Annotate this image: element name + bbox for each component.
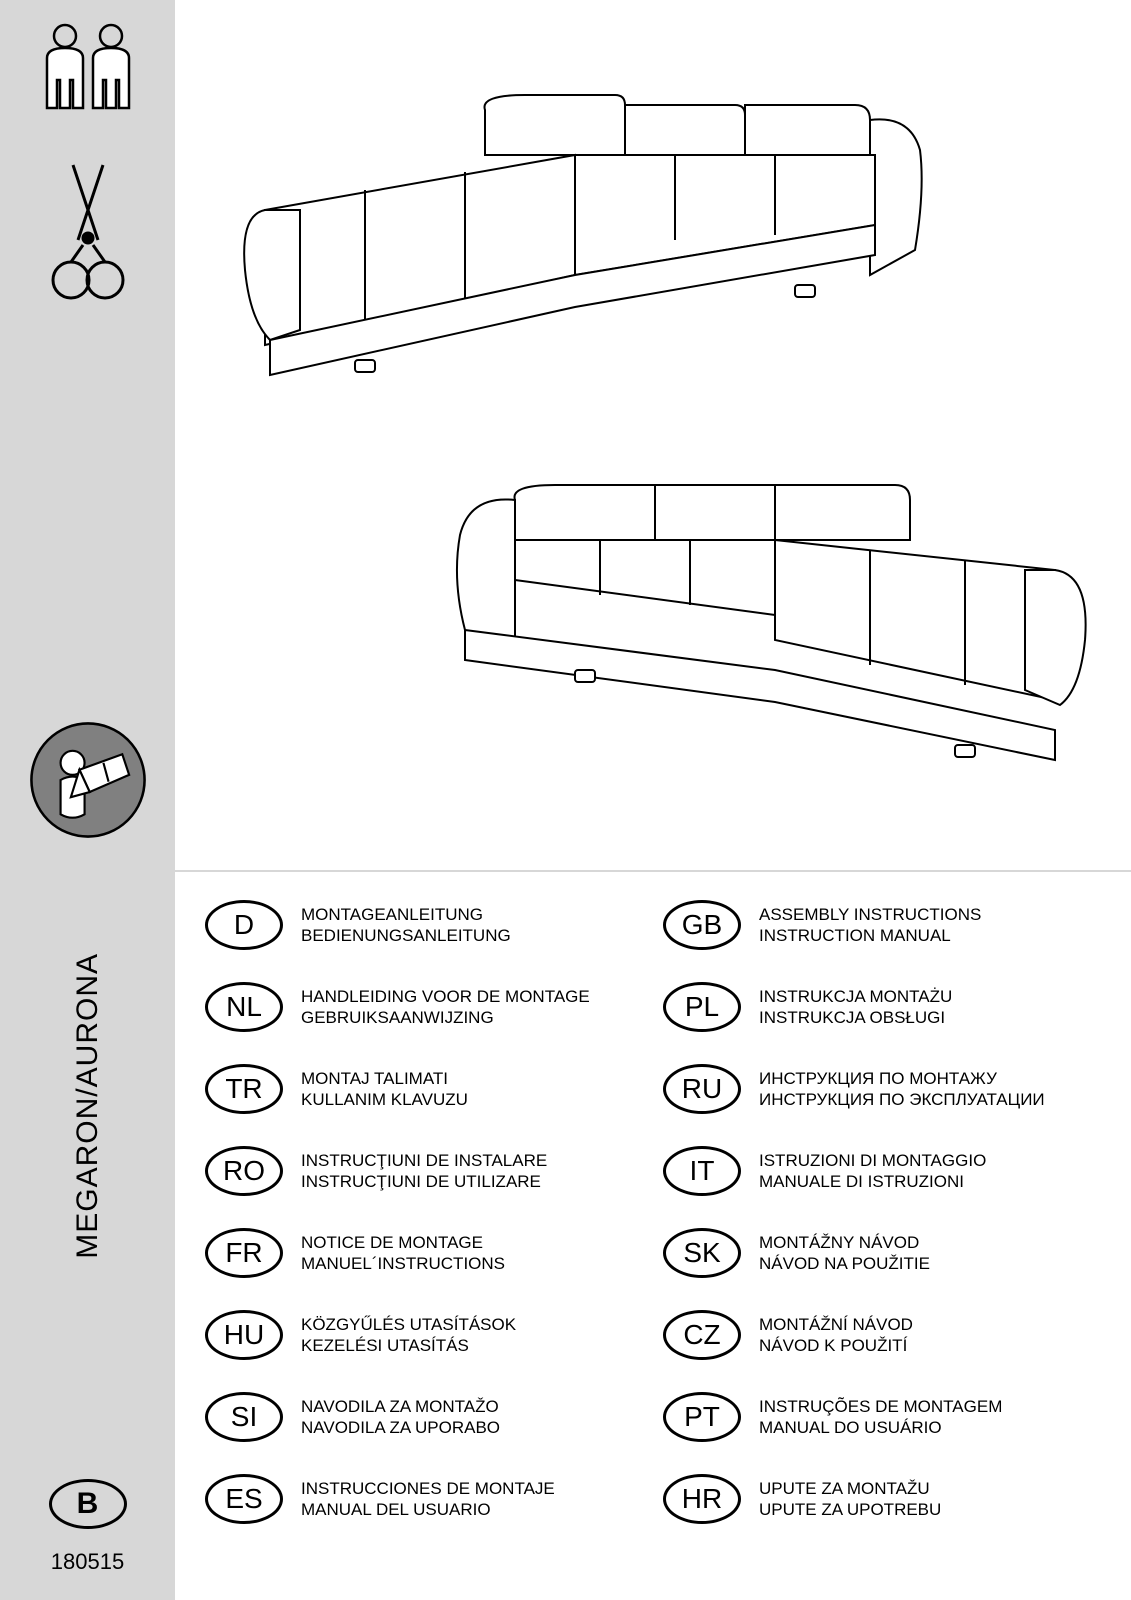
- lang-text: MONTÁŽNY NÁVOD NÁVOD NA POUŽITIE: [759, 1232, 930, 1275]
- sofa-illustration-right: [395, 470, 1095, 790]
- product-illustration-area: [175, 0, 1131, 870]
- lang-si: SI NAVODILA ZA MONTAŽO NAVODILA ZA UPORA…: [205, 1392, 653, 1442]
- lang-text: NOTICE DE MONTAGE MANUEL´INSTRUCTIONS: [301, 1232, 505, 1275]
- lang-code: RU: [663, 1064, 741, 1114]
- section-divider: [0, 870, 1131, 872]
- lang-text: HANDLEIDING VOOR DE MONTAGE GEBRUIKSAANW…: [301, 986, 590, 1029]
- lang-pt: PT INSTRUÇÕES DE MONTAGEM MANUAL DO USUÁ…: [663, 1392, 1111, 1442]
- lang-code: D: [205, 900, 283, 950]
- scissors-icon: [28, 160, 148, 310]
- sidebar-upper: [0, 0, 175, 870]
- lang-es: ES INSTRUCCIONES DE MONTAJE MANUAL DEL U…: [205, 1474, 653, 1524]
- lang-code: HU: [205, 1310, 283, 1360]
- lang-sk: SK MONTÁŽNY NÁVOD NÁVOD NA POUŽITIE: [663, 1228, 1111, 1278]
- lang-ro: RO INSTRUCŢIUNI DE INSTALARE INSTRUCŢIUN…: [205, 1146, 653, 1196]
- lang-hu: HU KÖZGYŰLÉS UTASÍTÁSOK KEZELÉSI UTASÍTÁ…: [205, 1310, 653, 1360]
- lang-nl: NL HANDLEIDING VOOR DE MONTAGE GEBRUIKSA…: [205, 982, 653, 1032]
- lang-code: IT: [663, 1146, 741, 1196]
- sofa-illustration-left: [235, 90, 935, 390]
- lang-text: INSTRUÇÕES DE MONTAGEM MANUAL DO USUÁRIO: [759, 1396, 1002, 1439]
- lang-code: NL: [205, 982, 283, 1032]
- date-code: 180515: [51, 1549, 124, 1575]
- lang-code: PL: [663, 982, 741, 1032]
- lang-d: D MONTAGEANLEITUNG BEDIENUNGSANLEITUNG: [205, 900, 653, 950]
- lang-ru: RU ИНСТРУКЦИЯ ПО МОНТАЖУ ИНСТРУКЦИЯ ПО Э…: [663, 1064, 1111, 1114]
- lang-code: ES: [205, 1474, 283, 1524]
- lang-code: CZ: [663, 1310, 741, 1360]
- lang-code: SK: [663, 1228, 741, 1278]
- lang-text: KÖZGYŰLÉS UTASÍTÁSOK KEZELÉSI UTASÍTÁS: [301, 1314, 516, 1357]
- sidebar-lower: MEGARON/AURONA B 180515: [0, 870, 175, 1600]
- lang-text: UPUTE ZA MONTAŽU UPUTE ZA UPOTREBU: [759, 1478, 941, 1521]
- lang-text: MONTAJ TALIMATI KULLANIM KLAVUZU: [301, 1068, 468, 1111]
- language-grid: D MONTAGEANLEITUNG BEDIENUNGSANLEITUNG G…: [175, 870, 1131, 1600]
- lang-text: ASSEMBLY INSTRUCTIONS INSTRUCTION MANUAL: [759, 904, 981, 947]
- lang-code: SI: [205, 1392, 283, 1442]
- lang-text: INSTRUCŢIUNI DE INSTALARE INSTRUCŢIUNI D…: [301, 1150, 547, 1193]
- lang-text: INSTRUCCIONES DE MONTAJE MANUAL DEL USUA…: [301, 1478, 555, 1521]
- lang-code: RO: [205, 1146, 283, 1196]
- version-badge: B: [49, 1479, 127, 1529]
- lang-tr: TR MONTAJ TALIMATI KULLANIM KLAVUZU: [205, 1064, 653, 1114]
- lang-pl: PL INSTRUKCJA MONTAŻU INSTRUKCJA OBSŁUGI: [663, 982, 1111, 1032]
- lang-text: INSTRUKCJA MONTAŻU INSTRUKCJA OBSŁUGI: [759, 986, 952, 1029]
- lang-text: ISTRUZIONI DI MONTAGGIO MANUALE DI ISTRU…: [759, 1150, 986, 1193]
- lang-code: HR: [663, 1474, 741, 1524]
- lang-fr: FR NOTICE DE MONTAGE MANUEL´INSTRUCTIONS: [205, 1228, 653, 1278]
- lang-text: MONTAGEANLEITUNG BEDIENUNGSANLEITUNG: [301, 904, 511, 947]
- lang-text: NAVODILA ZA MONTAŽO NAVODILA ZA UPORABO: [301, 1396, 500, 1439]
- lang-code: PT: [663, 1392, 741, 1442]
- lang-text: ИНСТРУКЦИЯ ПО МОНТАЖУ ИНСТРУКЦИЯ ПО ЭКСП…: [759, 1068, 1045, 1111]
- lang-hr: HR UPUTE ZA MONTAŽU UPUTE ZA UPOTREBU: [663, 1474, 1111, 1524]
- lang-code: GB: [663, 900, 741, 950]
- lang-code: FR: [205, 1228, 283, 1278]
- two-persons-icon: [28, 20, 148, 130]
- lang-it: IT ISTRUZIONI DI MONTAGGIO MANUALE DI IS…: [663, 1146, 1111, 1196]
- lang-code: TR: [205, 1064, 283, 1114]
- read-manual-icon: [28, 710, 148, 850]
- lang-text: MONTÁŽNÍ NÁVOD NÁVOD K POUŽITÍ: [759, 1314, 913, 1357]
- lang-gb: GB ASSEMBLY INSTRUCTIONS INSTRUCTION MAN…: [663, 900, 1111, 950]
- product-name: MEGARON/AURONA: [71, 953, 105, 1259]
- lang-cz: CZ MONTÁŽNÍ NÁVOD NÁVOD K POUŽITÍ: [663, 1310, 1111, 1360]
